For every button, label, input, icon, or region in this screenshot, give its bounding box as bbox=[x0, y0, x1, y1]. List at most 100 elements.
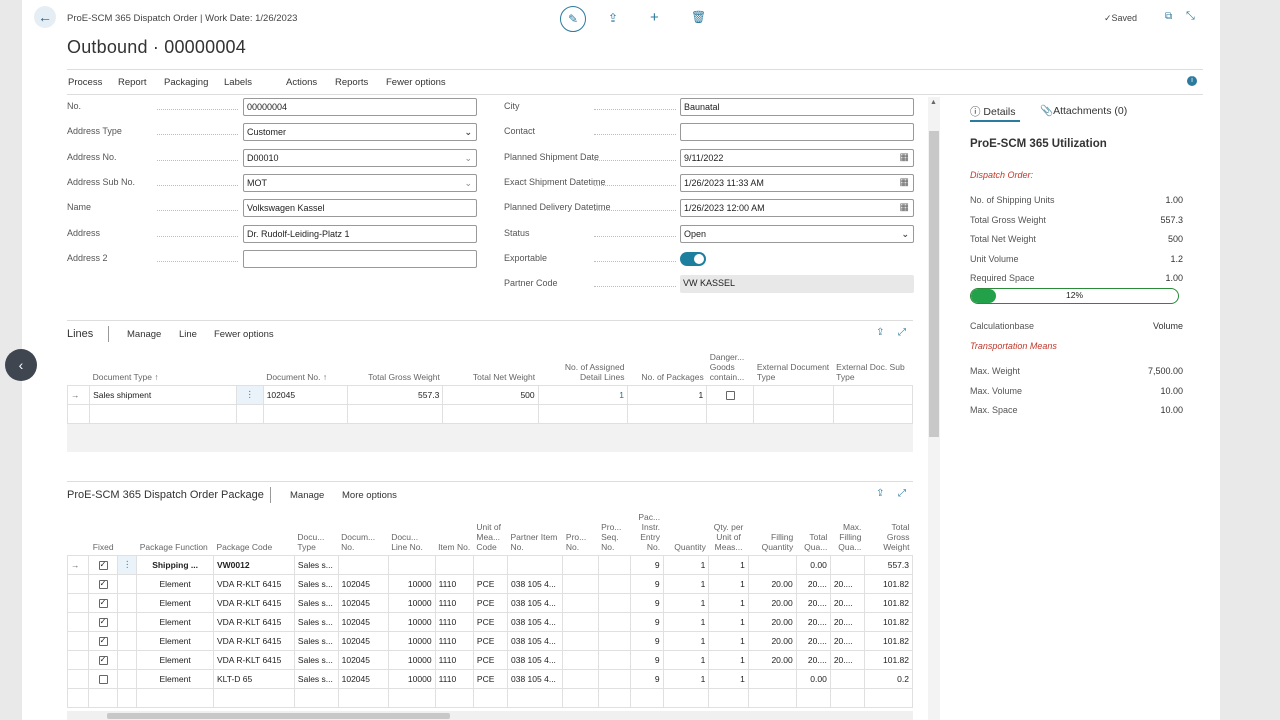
cell-fill[interactable]: 20.00 bbox=[747, 573, 797, 594]
cell-func[interactable]: Element bbox=[136, 573, 214, 594]
cell-pseq[interactable] bbox=[597, 554, 631, 575]
cell-code[interactable]: VDA R-KLT 6415 bbox=[212, 592, 295, 613]
delete-icon[interactable]: 🗑 bbox=[691, 10, 707, 24]
row-menu-icon[interactable]: ⋮ bbox=[117, 554, 138, 575]
calendar-icon[interactable]: ▦ bbox=[899, 176, 909, 188]
fixed-checkbox[interactable] bbox=[98, 579, 108, 589]
row-menu-icon[interactable] bbox=[117, 649, 138, 670]
cell-qper[interactable]: 1 bbox=[708, 554, 749, 575]
cell-partner[interactable]: 038 105 4... bbox=[507, 668, 564, 689]
cell-instr[interactable]: 9 bbox=[629, 554, 664, 575]
cell-uom[interactable]: PCE bbox=[472, 573, 509, 594]
column-header[interactable]: External Document Type bbox=[756, 361, 830, 382]
cell-dtype[interactable]: Sales s... bbox=[293, 573, 339, 594]
cell-dtype[interactable]: Sales s... bbox=[293, 668, 339, 689]
cell-qper[interactable]: 1 bbox=[708, 668, 749, 689]
fixed-checkbox-cell[interactable] bbox=[88, 668, 119, 689]
empty-cell[interactable] bbox=[829, 687, 865, 708]
cell-uom[interactable]: PCE bbox=[472, 668, 509, 689]
menu-item-3[interactable]: Labels bbox=[224, 77, 252, 88]
dropdown-icon[interactable]: ⌄ bbox=[901, 228, 909, 239]
cell-maxf[interactable]: 20.... bbox=[829, 630, 865, 651]
cell-dtype[interactable]: Sales s... bbox=[293, 554, 339, 575]
empty-cell[interactable] bbox=[537, 403, 628, 424]
column-header[interactable]: Partner Item No. bbox=[510, 531, 558, 552]
column-header[interactable]: Item No. bbox=[438, 541, 471, 552]
doc-no-cell[interactable]: 102045 bbox=[262, 384, 348, 405]
cell-func[interactable]: Element bbox=[136, 592, 214, 613]
cell-dtype[interactable]: Sales s... bbox=[293, 630, 339, 651]
cell-maxf[interactable]: 20.... bbox=[829, 611, 865, 632]
cell-pseq[interactable] bbox=[597, 630, 631, 651]
column-header[interactable]: External Doc. Sub Type bbox=[836, 361, 905, 382]
fixed-checkbox[interactable] bbox=[98, 636, 108, 646]
package-menu-more-options[interactable]: More options bbox=[342, 490, 397, 501]
row-menu-icon[interactable] bbox=[117, 630, 138, 651]
row-arrow-icon[interactable]: → bbox=[66, 384, 91, 405]
row-arrow-icon[interactable] bbox=[66, 668, 90, 689]
cell-maxf[interactable] bbox=[829, 554, 865, 575]
package-menu-manage[interactable]: Manage bbox=[290, 490, 325, 501]
cell-maxf[interactable]: 20.... bbox=[829, 649, 865, 670]
fact-value[interactable]: 7,500.00 bbox=[1147, 366, 1183, 376]
add-icon[interactable]: + bbox=[650, 9, 659, 26]
row-arrow-icon[interactable] bbox=[66, 649, 90, 670]
cell-partner[interactable]: 038 105 4... bbox=[507, 630, 564, 651]
cell-item[interactable]: 1110 bbox=[434, 668, 474, 689]
cell-fill[interactable]: 20.00 bbox=[747, 649, 797, 670]
hscroll-thumb[interactable] bbox=[107, 713, 450, 719]
cell-uom[interactable]: PCE bbox=[472, 592, 509, 613]
cell-gross[interactable]: 557.3 bbox=[863, 554, 914, 575]
cell-instr[interactable]: 9 bbox=[629, 611, 664, 632]
cell-pno[interactable] bbox=[562, 611, 599, 632]
cell-totq[interactable]: 20.... bbox=[795, 573, 831, 594]
cell-instr[interactable]: 9 bbox=[629, 573, 664, 594]
column-header[interactable]: Total Gross Weight bbox=[368, 371, 440, 382]
cell-dno[interactable]: 102045 bbox=[337, 611, 389, 632]
cell-dtype[interactable]: Sales s... bbox=[293, 611, 339, 632]
empty-cell[interactable] bbox=[472, 687, 509, 708]
cell-qper[interactable]: 1 bbox=[708, 611, 749, 632]
cell-func[interactable]: Element bbox=[136, 668, 214, 689]
row-menu-icon[interactable] bbox=[117, 592, 138, 613]
cell-totq[interactable]: 20.... bbox=[795, 611, 831, 632]
cell-func[interactable]: Element bbox=[136, 611, 214, 632]
column-header[interactable]: Qty. per Unit of Meas... bbox=[713, 521, 744, 552]
chevron-down-icon[interactable]: ⌄ bbox=[464, 152, 472, 163]
cell-qty[interactable]: 1 bbox=[662, 630, 710, 651]
cell-qty[interactable]: 1 bbox=[662, 611, 710, 632]
menu-item-4[interactable]: Actions bbox=[286, 77, 318, 88]
empty-cell[interactable] bbox=[863, 687, 914, 708]
row-menu-icon[interactable] bbox=[117, 573, 138, 594]
cell-func[interactable]: Element bbox=[136, 649, 214, 670]
cell-qty[interactable]: 1 bbox=[662, 573, 710, 594]
cell-code[interactable]: VDA R-KLT 6415 bbox=[212, 611, 295, 632]
empty-cell[interactable] bbox=[262, 403, 348, 424]
cell-pseq[interactable] bbox=[597, 573, 631, 594]
cell-totq[interactable]: 20.... bbox=[795, 630, 831, 651]
cell-dtype[interactable]: Sales s... bbox=[293, 592, 339, 613]
cell-func[interactable]: Shipping ... bbox=[136, 554, 214, 575]
danger-goods-checkbox[interactable] bbox=[706, 384, 755, 405]
empty-cell[interactable] bbox=[597, 687, 631, 708]
cell-line[interactable]: 10000 bbox=[387, 630, 436, 651]
dropdown-icon[interactable]: ⌄ bbox=[464, 127, 472, 138]
empty-cell[interactable] bbox=[507, 687, 564, 708]
empty-cell[interactable] bbox=[753, 403, 834, 424]
row-arrow-icon[interactable] bbox=[66, 611, 90, 632]
column-header[interactable]: Document No. ↑ bbox=[266, 371, 328, 382]
column-header[interactable]: Document Type ↑ bbox=[92, 371, 159, 382]
cell-maxf[interactable]: 20.... bbox=[829, 592, 865, 613]
cell-item[interactable]: 1110 bbox=[434, 611, 474, 632]
cell-pseq[interactable] bbox=[597, 668, 631, 689]
cell-partner[interactable]: 038 105 4... bbox=[507, 573, 564, 594]
packages-cell[interactable]: 1 bbox=[626, 384, 708, 405]
cell-maxf[interactable] bbox=[829, 668, 865, 689]
vertical-scrollbar[interactable]: ▲ bbox=[928, 97, 940, 720]
cell-uom[interactable] bbox=[472, 554, 509, 575]
